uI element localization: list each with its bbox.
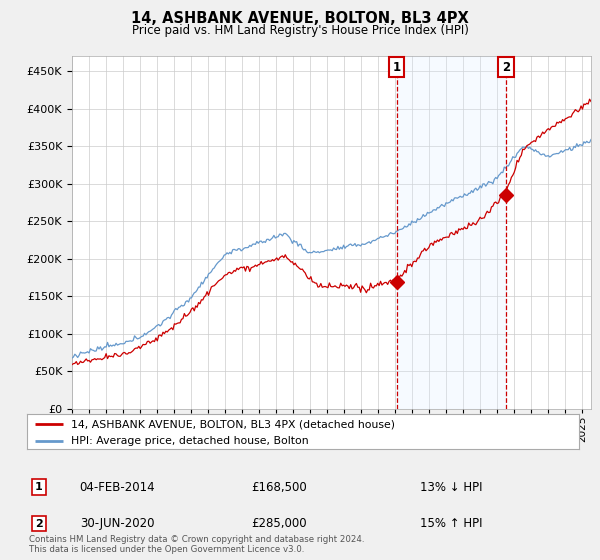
Text: HPI: Average price, detached house, Bolton: HPI: Average price, detached house, Bolt… <box>71 436 309 446</box>
Text: 2: 2 <box>502 60 510 74</box>
Text: £168,500: £168,500 <box>251 480 307 494</box>
Text: 04-FEB-2014: 04-FEB-2014 <box>79 480 155 494</box>
Bar <box>397 56 506 409</box>
Text: 1: 1 <box>392 60 401 74</box>
Text: 14, ASHBANK AVENUE, BOLTON, BL3 4PX: 14, ASHBANK AVENUE, BOLTON, BL3 4PX <box>131 11 469 26</box>
Text: Price paid vs. HM Land Registry's House Price Index (HPI): Price paid vs. HM Land Registry's House … <box>131 24 469 36</box>
Text: 15% ↑ HPI: 15% ↑ HPI <box>420 517 482 530</box>
Text: £285,000: £285,000 <box>251 517 307 530</box>
Text: 30-JUN-2020: 30-JUN-2020 <box>80 517 154 530</box>
Text: 1: 1 <box>35 482 43 492</box>
Text: 13% ↓ HPI: 13% ↓ HPI <box>420 480 482 494</box>
Text: 14, ASHBANK AVENUE, BOLTON, BL3 4PX (detached house): 14, ASHBANK AVENUE, BOLTON, BL3 4PX (det… <box>71 419 395 429</box>
Text: 2: 2 <box>35 519 43 529</box>
Text: Contains HM Land Registry data © Crown copyright and database right 2024.
This d: Contains HM Land Registry data © Crown c… <box>29 535 364 554</box>
